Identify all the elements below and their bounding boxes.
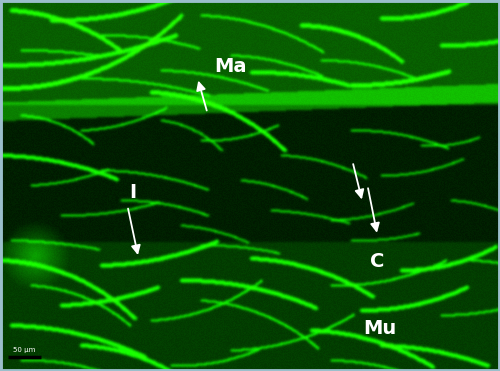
Text: I: I [129,183,136,203]
Text: Mu: Mu [364,319,396,338]
Text: C: C [370,252,384,271]
Text: Ma: Ma [214,57,246,76]
Text: 50 μm: 50 μm [14,347,36,353]
